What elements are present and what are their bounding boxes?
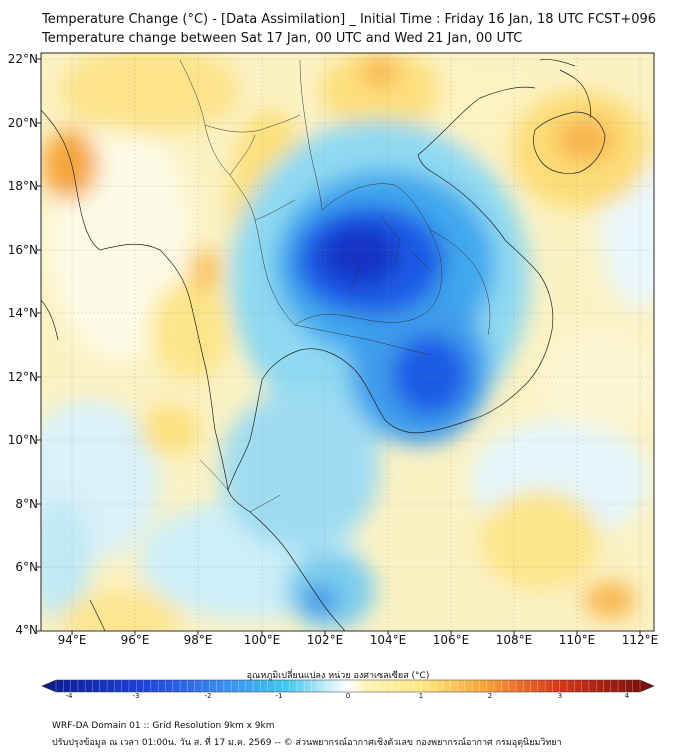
lat-label: 6°N	[15, 560, 38, 574]
lat-label: 14°N	[7, 306, 38, 320]
colorbar-label: อุณหภูมิเปลี่ยนแปลง หน่วย องศาเซลเซียส (…	[246, 671, 430, 681]
colorbar-tick: -3	[132, 692, 140, 700]
lat-label: 22°N	[7, 52, 38, 66]
graticule	[41, 53, 654, 632]
footer-model-info: WRF-DA Domain 01 :: Grid Resolution 9km …	[52, 721, 275, 731]
colorbar-tick: -2	[204, 692, 212, 700]
lon-label: 98°E	[183, 633, 213, 647]
colorbar	[41, 679, 655, 693]
colorbar-tick: 4	[624, 692, 630, 700]
lon-label: 100°E	[243, 633, 281, 647]
lat-label: 12°N	[7, 370, 38, 384]
lat-label: 8°N	[15, 497, 38, 511]
lon-label: 104°E	[369, 633, 407, 647]
colorbar-tick: 0	[345, 692, 351, 700]
axis-ticks	[37, 58, 641, 635]
lat-label: 20°N	[7, 116, 38, 130]
field-layer	[41, 53, 654, 631]
map-title: Temperature Change (°C) - [Data Assimila…	[42, 12, 657, 27]
colorbar-tick: 2	[487, 692, 493, 700]
footer-credit: ปรับปรุงข้อมูล ณ เวลา 01:00น. วัน ส. ที่…	[52, 738, 562, 748]
lat-label: 16°N	[7, 243, 38, 257]
plot-frame	[40, 52, 655, 632]
colorbar-tick: -4	[65, 692, 73, 700]
lat-label: 18°N	[7, 179, 38, 193]
colorbar-tick: 3	[557, 692, 563, 700]
map-subtitle: Temperature change between Sat 17 Jan, 0…	[42, 31, 523, 46]
colorbar-dividers	[55, 680, 641, 692]
coastline-layer	[41, 59, 606, 631]
lat-label: 10°N	[7, 433, 38, 447]
lon-label: 106°E	[432, 633, 470, 647]
lon-label: 112°E	[621, 633, 659, 647]
lon-label: 110°E	[558, 633, 596, 647]
colorbar-tick: 1	[418, 692, 424, 700]
lat-label: 4°N	[15, 623, 38, 637]
lon-label: 96°E	[120, 633, 150, 647]
border-layer	[179, 59, 491, 513]
lon-label: 94°E	[57, 633, 87, 647]
colorbar-tick: -1	[275, 692, 283, 700]
lon-label: 108°E	[495, 633, 533, 647]
lon-label: 102°E	[306, 633, 344, 647]
